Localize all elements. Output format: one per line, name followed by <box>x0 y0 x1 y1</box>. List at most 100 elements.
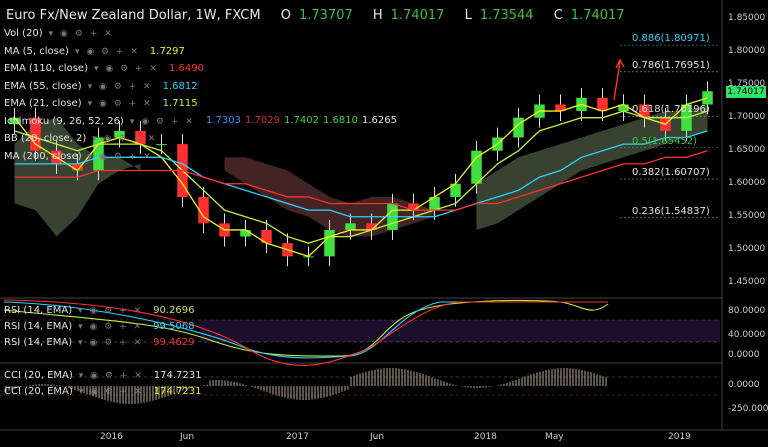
candle-body <box>30 117 41 151</box>
ma-line <box>14 130 708 218</box>
ichimoku-value: 1.7402 <box>284 115 319 126</box>
indicator-value: 1.6490 <box>168 63 204 74</box>
indicator-row[interactable]: MA (5, close) ▾ ◉ ⚙ + ✕ 1.7297 <box>4 46 185 57</box>
indicator-value: 1.7297 <box>149 45 185 57</box>
indicator-controls-icon[interactable]: ▾ ◉ ⚙ + ✕ <box>87 151 153 162</box>
cci-label-row[interactable]: CCI (20, EMA) ▾ ◉ ⚙ + ✕ 174.7231 <box>4 370 201 381</box>
kumo-band <box>476 104 708 230</box>
axis-tick-label: 1.70000 <box>728 111 766 122</box>
axis-tick-label: 1.60000 <box>728 177 766 188</box>
candle-body <box>450 183 461 197</box>
candle-body <box>156 144 167 146</box>
ichimoku-values: 1.7303 1.7029 1.7402 1.6810 1.6265 <box>202 115 397 126</box>
rsi-value: 99.4629 <box>153 337 195 348</box>
indicator-row[interactable]: EMA (110, close) ▾ ◉ ⚙ + ✕ 1.6490 <box>4 63 204 74</box>
ichimoku-value: 1.7303 <box>206 115 241 126</box>
candle-body <box>471 150 482 184</box>
candle-body <box>618 104 629 112</box>
candle-body <box>555 104 566 112</box>
cci-value: 174.7231 <box>153 386 202 397</box>
indicator-label: MA (5, close) <box>4 45 69 57</box>
candle-body <box>240 229 251 237</box>
indicator-controls-icon[interactable]: ▾ ◉ ⚙ + ✕ <box>78 322 144 332</box>
indicator-value: 1.6812 <box>162 80 198 92</box>
cci-panel <box>0 368 720 404</box>
candle-body <box>597 97 608 112</box>
candle-body <box>513 117 524 138</box>
indicator-row[interactable]: EMA (55, close) ▾ ◉ ⚙ + ✕ 1.6812 <box>4 81 198 92</box>
candle-body <box>408 203 419 211</box>
axis-tick-label: 1.50000 <box>728 243 766 254</box>
rsi-label: RSI (14, EMA) <box>4 321 73 332</box>
rsi-line <box>3 299 608 366</box>
fib-label: 0.5(1.65452) <box>632 135 698 147</box>
rsi-band <box>200 320 720 342</box>
indicator-label: Ichimoku (9, 26, 52, 26) <box>4 115 124 127</box>
time-tick-label: 2017 <box>286 432 309 442</box>
indicator-controls-icon[interactable]: ▾ ◉ ⚙ + ✕ <box>92 134 158 144</box>
candle-body <box>135 130 146 145</box>
axis-tick-label: 1.85000 <box>728 12 766 23</box>
candle-body <box>198 196 209 224</box>
candle-body <box>9 117 20 125</box>
indicator-row[interactable]: BB (20, close, 2) ▾ ◉ ⚙ + ✕ <box>4 133 167 144</box>
time-tick-label: May <box>545 432 564 442</box>
indicator-row[interactable]: EMA (21, close) ▾ ◉ ⚙ + ✕ 1.7115 <box>4 98 198 109</box>
indicator-row[interactable]: Vol (20) ▾ ◉ ⚙ + ✕ <box>4 28 124 39</box>
candle-body <box>114 130 125 138</box>
cci-label-row[interactable]: CCI (20, EMA) ▾ ◉ ⚙ + ✕ 174.7231 <box>4 386 201 397</box>
fib-label: 0.236(1.54837) <box>632 205 710 217</box>
rsi-label: RSI (14, EMA) <box>4 305 73 316</box>
rsi-panel <box>0 299 720 366</box>
time-tick-label: 2018 <box>474 432 497 442</box>
indicator-label: EMA (21, close) <box>4 98 82 109</box>
indicator-label: MA (200, close) <box>4 150 82 162</box>
cci-label: CCI (20, EMA) <box>4 386 73 397</box>
ohlc-values: O 1.73707 H 1.74017 L 1.73544 C 1.74017 <box>280 8 625 23</box>
indicator-controls-icon[interactable]: ▾ ◉ ⚙ + ✕ <box>78 338 144 348</box>
fib-label: 0.618(1.70196) <box>632 104 710 116</box>
indicator-controls-icon[interactable]: ▾ ◉ ⚙ + ✕ <box>48 29 114 39</box>
ma-line <box>14 110 708 244</box>
axis-tick-label: 40.0000 <box>728 330 766 340</box>
indicator-label: BB (20, close, 2) <box>4 133 87 144</box>
indicator-controls-icon[interactable]: ▾ ◉ ⚙ + ✕ <box>129 116 195 127</box>
indicator-controls-icon[interactable]: ▾ ◉ ⚙ + ✕ <box>78 306 144 316</box>
indicator-controls-icon[interactable]: ▾ ◉ ⚙ + ✕ <box>87 99 153 109</box>
indicator-controls-icon[interactable]: ▾ ◉ ⚙ + ✕ <box>93 64 159 74</box>
axis-tick-label: 1.55000 <box>728 210 766 221</box>
indicator-controls-icon[interactable]: ▾ ◉ ⚙ + ✕ <box>87 81 153 92</box>
ichimoku-value: 1.7029 <box>245 115 280 126</box>
indicator-controls-icon[interactable]: ▾ ◉ ⚙ + ✕ <box>78 387 144 397</box>
axis-tick-label: 1.80000 <box>728 45 766 56</box>
rsi-label-row[interactable]: RSI (14, EMA) ▾ ◉ ⚙ + ✕ 99.4629 <box>4 337 194 348</box>
chart-header: Euro Fx/New Zealand Dollar, 1W, FXCM O 1.… <box>6 8 625 23</box>
axis-tick-label: 1.45000 <box>728 276 766 287</box>
rsi-label: RSI (14, EMA) <box>4 337 73 348</box>
fib-label: 0.786(1.76951) <box>632 59 710 71</box>
candle-body <box>72 163 83 171</box>
cci-value: 174.7231 <box>153 370 202 381</box>
time-tick-label: 2016 <box>100 432 123 442</box>
last-price-badge: 1.74017 <box>726 86 766 98</box>
cci-label: CCI (20, EMA) <box>4 370 73 381</box>
indicator-row[interactable]: MA (200, close) ▾ ◉ ⚙ + ✕ <box>4 151 163 162</box>
candle-body <box>345 223 356 230</box>
indicator-row[interactable]: Ichimoku (9, 26, 52, 26) ▾ ◉ ⚙ + ✕ <box>4 116 205 127</box>
rsi-label-row[interactable]: RSI (14, EMA) ▾ ◉ ⚙ + ✕ 90.2696 <box>4 305 194 316</box>
candle-body <box>93 137 104 171</box>
indicator-controls-icon[interactable]: ▾ ◉ ⚙ + ✕ <box>74 46 140 57</box>
time-tick-label: 2019 <box>668 432 691 442</box>
ma-line <box>14 150 708 211</box>
candle-body <box>429 196 440 211</box>
rsi-value: 99.5068 <box>153 321 195 332</box>
candle-body <box>366 223 377 230</box>
indicator-controls-icon[interactable]: ▾ ◉ ⚙ + ✕ <box>78 371 144 381</box>
candle-body <box>324 229 335 257</box>
time-tick-label: Jun <box>180 432 195 442</box>
symbol-title[interactable]: Euro Fx/New Zealand Dollar, 1W, FXCM <box>6 8 261 23</box>
fibonacci-lines <box>613 44 718 219</box>
indicator-label: EMA (55, close) <box>4 80 82 92</box>
rsi-label-row[interactable]: RSI (14, EMA) ▾ ◉ ⚙ + ✕ 99.5068 <box>4 321 194 332</box>
